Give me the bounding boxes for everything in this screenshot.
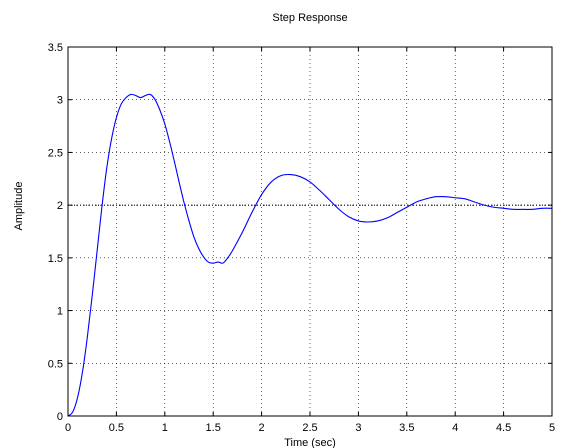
x-tick-label: 3.5 [399,422,414,434]
x-tick-label: 0.5 [109,422,124,434]
axis-ticks: 0 0.5 1 1.5 2 2.5 3 3.5 4 4.5 5 0 0.5 1 1.5 2 2.5 3 3.5 [48,42,555,434]
step-response-line [67,93,553,417]
x-tick-label: 4.5 [496,422,511,434]
y-tick-label: 0 [57,411,63,423]
x-tick-label: 2.5 [302,422,317,434]
y-axis-label: Amplitude [13,182,25,231]
y-tick-label: 3.5 [48,42,63,54]
y-tick-label: 2 [57,200,63,212]
x-tick-label: 3 [355,422,361,434]
x-tick-label: 1.5 [206,422,221,434]
x-tick-label: 1 [162,422,168,434]
x-tick-label: 5 [549,422,555,434]
chart-title: Step Response [272,12,347,24]
y-tick-label: 0.5 [48,358,63,370]
x-axis-label: Time (sec) [284,437,336,448]
grid-lines [68,47,552,416]
series-layer [67,93,553,417]
x-tick-label: 4 [452,422,458,434]
y-tick-label: 2.5 [48,147,63,159]
y-tick-label: 3 [57,95,63,107]
y-tick-label: 1.5 [48,253,63,265]
y-tick-label: 1 [57,306,63,318]
x-tick-label: 2 [259,422,265,434]
x-tick-label: 0 [65,422,71,434]
